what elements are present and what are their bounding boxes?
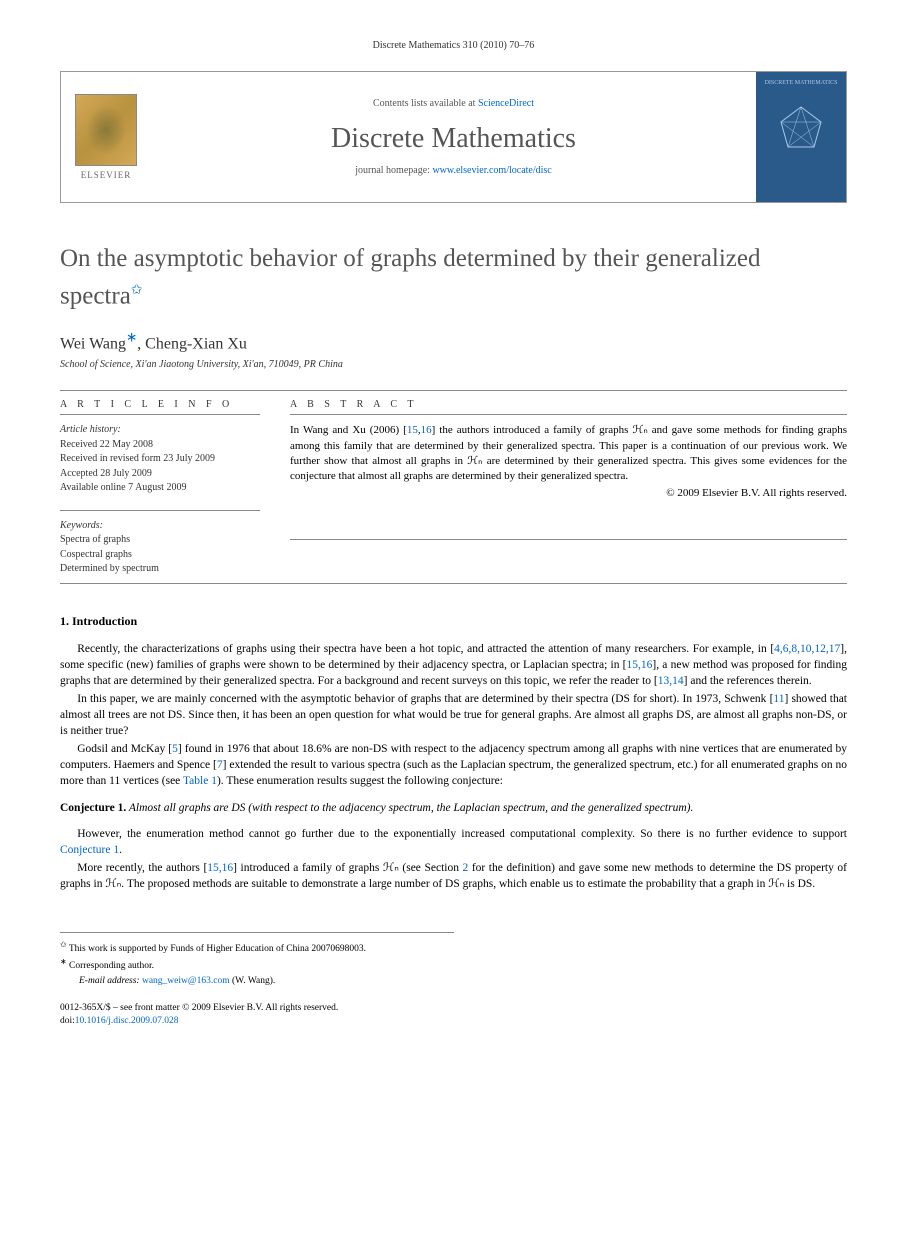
affiliation: School of Science, Xi'an Jiaotong Univer… — [60, 359, 847, 370]
masthead-center: Contents lists available at ScienceDirec… — [151, 72, 756, 202]
publisher-name: ELSEVIER — [81, 170, 132, 180]
footnote-funding: ✩ This work is supported by Funds of Hig… — [60, 939, 454, 956]
rule-top — [60, 390, 847, 391]
keyword-1: Spectra of graphs — [60, 533, 260, 548]
homepage-line: journal homepage: www.elsevier.com/locat… — [355, 165, 552, 176]
abstract-column: A B S T R A C T In Wang and Xu (2006) [1… — [290, 399, 847, 577]
author-1: Wei Wang — [60, 335, 126, 352]
ref-link[interactable]: 15,16 — [627, 659, 653, 671]
masthead: ELSEVIER Contents lists available at Sci… — [60, 71, 847, 203]
ref-link[interactable]: 13,14 — [658, 675, 684, 687]
journal-cover-thumb: DISCRETE MATHEMATICS — [756, 72, 846, 202]
title-line2: spectra — [60, 283, 131, 310]
homepage-prefix: journal homepage: — [355, 165, 432, 176]
ref-link[interactable]: 4,6,8,10,12,17 — [774, 643, 840, 655]
abstract-copyright: © 2009 Elsevier B.V. All rights reserved… — [290, 487, 847, 499]
history-revised: Received in revised form 23 July 2009 — [60, 452, 260, 467]
rule-bottom — [60, 583, 847, 584]
para-2: In this paper, we are mainly concerned w… — [60, 691, 847, 739]
footer: 0012-365X/$ – see front matter © 2009 El… — [60, 1002, 847, 1029]
para-4: However, the enumeration method cannot g… — [60, 826, 847, 858]
sciencedirect-link[interactable]: ScienceDirect — [478, 98, 534, 109]
table-ref-link[interactable]: Table 1 — [183, 775, 217, 787]
ref-link-16[interactable]: 16 — [421, 424, 432, 436]
footer-doi: doi:10.1016/j.disc.2009.07.028 — [60, 1015, 847, 1028]
contents-line: Contents lists available at ScienceDirec… — [373, 98, 534, 109]
history-online: Available online 7 August 2009 — [60, 481, 260, 496]
running-head: Discrete Mathematics 310 (2010) 70–76 — [60, 40, 847, 51]
keywords-block: Keywords: Spectra of graphs Cospectral g… — [60, 519, 260, 577]
footnote-corresponding: ∗ Corresponding author. — [60, 956, 454, 973]
ref-link[interactable]: 15,16 — [207, 862, 233, 874]
title-line1: On the asymptotic behavior of graphs det… — [60, 245, 760, 272]
footer-copyright: 0012-365X/$ – see front matter © 2009 El… — [60, 1002, 847, 1015]
contents-prefix: Contents lists available at — [373, 98, 478, 109]
article-title: On the asymptotic behavior of graphs det… — [60, 243, 847, 312]
title-footnote-link[interactable]: ✩ — [131, 283, 143, 298]
keyword-3: Determined by spectrum — [60, 562, 260, 577]
ref-link-15[interactable]: 15 — [407, 424, 418, 436]
ref-link[interactable]: 11 — [773, 693, 784, 705]
conjecture-statement: Almost all graphs are DS (with respect t… — [126, 802, 693, 814]
publisher-logo-block: ELSEVIER — [61, 72, 151, 202]
info-abstract-row: A R T I C L E I N F O Article history: R… — [60, 399, 847, 577]
section-1-head: 1. Introduction — [60, 614, 847, 629]
footnotes: ✩ This work is supported by Funds of Hig… — [60, 932, 454, 988]
abstract-label: A B S T R A C T — [290, 399, 847, 410]
article-info-column: A R T I C L E I N F O Article history: R… — [60, 399, 260, 577]
email-link[interactable]: wang_weiw@163.com — [142, 976, 230, 986]
keywords-head: Keywords: — [60, 519, 260, 534]
page: Discrete Mathematics 310 (2010) 70–76 EL… — [0, 0, 907, 1069]
cover-thumb-graphic-icon — [776, 102, 826, 152]
author-2: Cheng-Xian Xu — [145, 335, 247, 352]
conjecture-label: Conjecture 1. — [60, 802, 126, 814]
doi-link[interactable]: 10.1016/j.disc.2009.07.028 — [75, 1016, 179, 1026]
conjecture-ref-link[interactable]: Conjecture 1 — [60, 844, 119, 856]
author-sep: , — [137, 335, 145, 352]
homepage-link[interactable]: www.elsevier.com/locate/disc — [432, 165, 551, 176]
journal-name: Discrete Mathematics — [331, 123, 576, 155]
history-received: Received 22 May 2008 — [60, 438, 260, 453]
conjecture-1: Conjecture 1. Almost all graphs are DS (… — [60, 800, 847, 816]
abstract-text: In Wang and Xu (2006) [15,16] the author… — [290, 423, 847, 485]
article-history: Article history: Received 22 May 2008 Re… — [60, 423, 260, 496]
footnote-email: E-mail address: wang_weiw@163.com (W. Wa… — [60, 974, 454, 988]
para-3: Godsil and McKay [5] found in 1976 that … — [60, 741, 847, 789]
keyword-2: Cospectral graphs — [60, 548, 260, 563]
para-5: More recently, the authors [15,16] intro… — [60, 860, 847, 892]
elsevier-tree-icon — [75, 94, 137, 166]
authors: Wei Wang∗, Cheng-Xian Xu — [60, 330, 847, 353]
cover-thumb-title: DISCRETE MATHEMATICS — [765, 80, 838, 87]
section-1: 1. Introduction Recently, the characteri… — [60, 614, 847, 892]
para-1: Recently, the characterizations of graph… — [60, 641, 847, 689]
history-head: Article history: — [60, 423, 260, 438]
corresponding-mark-link[interactable]: ∗ — [126, 335, 137, 352]
history-accepted: Accepted 28 July 2009 — [60, 467, 260, 482]
article-info-label: A R T I C L E I N F O — [60, 399, 260, 410]
